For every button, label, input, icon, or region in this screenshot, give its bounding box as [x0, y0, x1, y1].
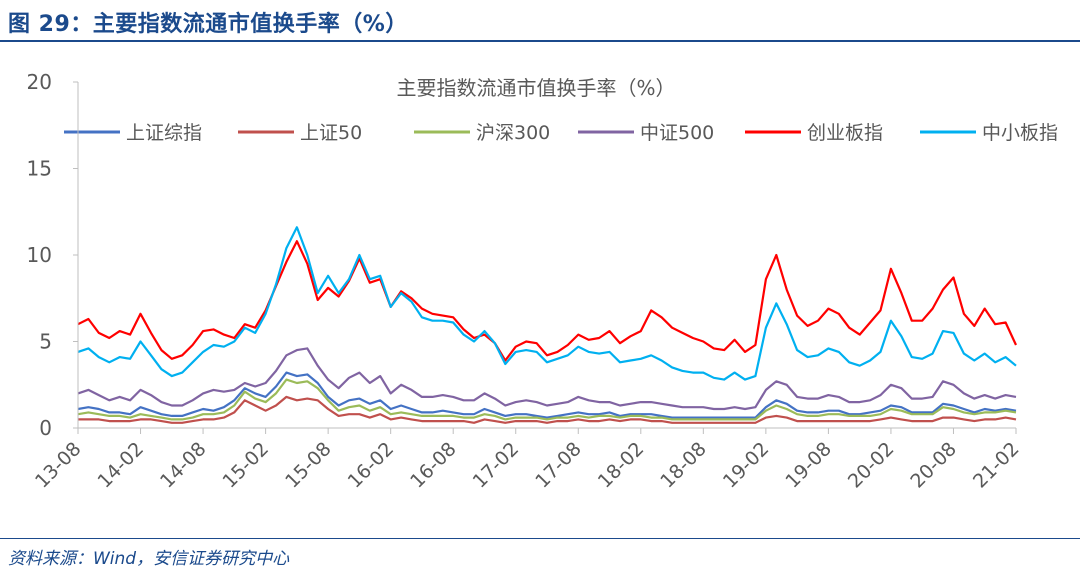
x-tick-label: 20-02	[844, 438, 899, 493]
legend-label: 中证500	[640, 122, 714, 144]
plot-area	[77, 226, 1017, 424]
turnover-line-chart: 主要指数流通市值换手率（%） 上证综指 上证50 沪深300 中证500 创业板指 中小板…	[27, 70, 1058, 493]
x-tick-label: 16-02	[344, 438, 399, 493]
x-tick-label: 14-08	[156, 438, 211, 493]
x-tick-label: 18-02	[594, 438, 649, 493]
x-tick-label: 19-08	[781, 438, 836, 493]
legend-label: 上证综指	[126, 122, 202, 144]
x-tick-label: 15-02	[219, 438, 274, 493]
source-note: 资料来源：Wind，安信证券研究中心	[8, 549, 290, 569]
y-axis: 0 5 10 15 20	[27, 70, 79, 440]
y-tick-label: 10	[27, 243, 52, 267]
series-line-5	[77, 240, 1017, 362]
x-tick-label: 18-08	[656, 438, 711, 493]
series-line-6	[77, 226, 1017, 381]
legend-label: 上证50	[300, 122, 362, 144]
x-tick-label: 21-02	[969, 438, 1024, 493]
title-rule	[0, 40, 1080, 42]
legend-label: 沪深300	[476, 122, 550, 144]
x-tick-label: 16-08	[406, 438, 461, 493]
series-line-4	[77, 347, 1017, 411]
x-tick-label: 19-02	[719, 438, 774, 493]
y-tick-label: 0	[39, 416, 52, 440]
legend-label: 中小板指	[982, 122, 1058, 144]
y-tick-label: 5	[39, 330, 52, 354]
x-tick-label: 14-02	[93, 438, 148, 493]
x-tick-label: 20-08	[906, 438, 961, 493]
y-tick-label: 15	[27, 157, 52, 181]
x-axis: 13-08 14-02 14-08 15-02 15-08 16-02 16-08 17-02…	[31, 427, 1024, 493]
footer-rule	[0, 538, 1080, 539]
legend-label: 创业板指	[807, 122, 883, 144]
y-tick-label: 20	[27, 70, 52, 94]
series-line-1	[77, 371, 1017, 419]
x-tick-label: 17-02	[469, 438, 524, 493]
chart-title: 主要指数流通市值换手率（%）	[396, 76, 675, 100]
x-tick-label: 17-08	[531, 438, 586, 493]
x-tick-label: 15-08	[281, 438, 336, 493]
legend: 上证综指 上证50 沪深300 中证500 创业板指 中小板指	[64, 122, 1058, 144]
figure-title: 图 29：主要指数流通市值换手率（%）	[8, 12, 408, 37]
series-line-2	[78, 395, 1017, 424]
x-tick-label: 13-08	[31, 438, 86, 493]
series-line-3	[77, 378, 1017, 421]
